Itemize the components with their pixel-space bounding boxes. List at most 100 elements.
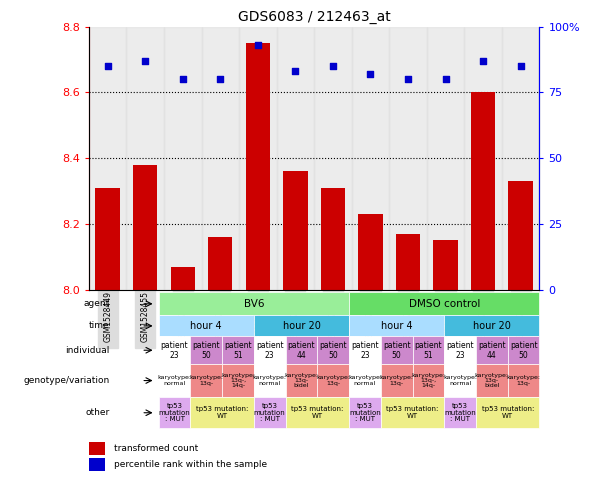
Text: patient
44: patient 44 xyxy=(287,341,315,359)
Text: tp53 mutation:
WT: tp53 mutation: WT xyxy=(196,407,248,419)
Bar xyxy=(89,27,126,290)
Bar xyxy=(276,27,314,290)
Bar xyxy=(349,397,381,428)
Bar xyxy=(349,364,381,397)
Text: karyotype:
normal: karyotype: normal xyxy=(253,375,287,386)
Bar xyxy=(502,27,539,290)
Bar xyxy=(381,397,444,428)
Text: karyotype:
13q-
bidel: karyotype: 13q- bidel xyxy=(475,373,509,388)
Bar xyxy=(254,364,286,397)
Bar xyxy=(164,27,202,290)
Bar xyxy=(254,336,286,364)
Bar xyxy=(318,336,349,364)
Text: hour 4: hour 4 xyxy=(381,321,413,331)
Text: tp53 mutation:
WT: tp53 mutation: WT xyxy=(482,407,534,419)
Text: tp53 mutation:
WT: tp53 mutation: WT xyxy=(291,407,343,419)
Bar xyxy=(381,336,413,364)
Bar xyxy=(389,27,427,290)
Text: karyotype:
normal: karyotype: normal xyxy=(348,375,382,386)
Text: karyotype:
13q-,
14q-: karyotype: 13q-, 14q- xyxy=(411,373,446,388)
Bar xyxy=(444,336,476,364)
Text: karyotype:
13q-
bidel: karyotype: 13q- bidel xyxy=(284,373,319,388)
Bar xyxy=(476,336,508,364)
Bar xyxy=(283,171,308,483)
Bar xyxy=(349,336,381,364)
Text: karyotype:
13q-: karyotype: 13q- xyxy=(189,375,223,386)
Text: karyotype:
normal: karyotype: normal xyxy=(158,375,191,386)
Point xyxy=(478,57,488,65)
Text: individual: individual xyxy=(65,346,110,355)
Bar xyxy=(476,397,539,428)
Bar xyxy=(254,397,286,428)
Text: tp53
mutation
: MUT: tp53 mutation : MUT xyxy=(349,403,381,422)
Text: karyotype:
13q-: karyotype: 13q- xyxy=(316,375,350,386)
Text: tp53
mutation
: MUT: tp53 mutation : MUT xyxy=(444,403,476,422)
Bar xyxy=(349,292,539,315)
Point xyxy=(403,75,413,83)
Text: hour 20: hour 20 xyxy=(473,321,511,331)
Bar xyxy=(191,336,222,364)
Bar xyxy=(444,397,476,428)
Text: karyotype:
13q-: karyotype: 13q- xyxy=(506,375,541,386)
Bar xyxy=(465,27,502,290)
Bar xyxy=(159,397,191,428)
Bar xyxy=(239,27,276,290)
Text: BV6: BV6 xyxy=(243,299,264,309)
Bar xyxy=(314,27,352,290)
Bar xyxy=(413,364,444,397)
Bar xyxy=(254,315,349,336)
Bar xyxy=(321,188,345,483)
Title: GDS6083 / 212463_at: GDS6083 / 212463_at xyxy=(238,10,390,24)
Bar xyxy=(159,292,349,315)
Point xyxy=(178,75,188,83)
Bar xyxy=(444,364,476,397)
Text: patient
50: patient 50 xyxy=(319,341,347,359)
Text: karyotype:
13q-,
14q-: karyotype: 13q-, 14q- xyxy=(221,373,255,388)
Text: DMSO control: DMSO control xyxy=(409,299,480,309)
Bar xyxy=(433,241,458,483)
Text: transformed count: transformed count xyxy=(113,444,198,453)
Bar xyxy=(89,458,105,471)
Text: patient
23: patient 23 xyxy=(351,341,379,359)
Bar xyxy=(191,397,254,428)
Bar xyxy=(427,27,465,290)
Bar xyxy=(133,165,158,483)
Bar xyxy=(126,27,164,290)
Bar xyxy=(413,336,444,364)
Bar xyxy=(381,364,413,397)
Bar xyxy=(159,364,191,397)
Bar xyxy=(396,234,421,483)
Bar xyxy=(170,267,195,483)
Text: tp53
mutation
: MUT: tp53 mutation : MUT xyxy=(159,403,191,422)
Text: tp53
mutation
: MUT: tp53 mutation : MUT xyxy=(254,403,286,422)
Text: genotype/variation: genotype/variation xyxy=(23,376,110,385)
Text: agent: agent xyxy=(83,299,110,308)
Text: patient
23: patient 23 xyxy=(161,341,188,359)
Bar xyxy=(286,397,349,428)
Bar xyxy=(444,315,539,336)
Point xyxy=(516,62,525,70)
Point xyxy=(140,57,150,65)
Text: time: time xyxy=(89,321,110,330)
Bar xyxy=(508,336,539,364)
Text: patient
44: patient 44 xyxy=(478,341,506,359)
Bar xyxy=(349,315,444,336)
Text: hour 4: hour 4 xyxy=(191,321,222,331)
Point xyxy=(328,62,338,70)
Point xyxy=(441,75,451,83)
Text: percentile rank within the sample: percentile rank within the sample xyxy=(113,460,267,469)
Bar xyxy=(222,336,254,364)
Text: patient
50: patient 50 xyxy=(192,341,220,359)
Text: patient
50: patient 50 xyxy=(383,341,411,359)
Text: patient
51: patient 51 xyxy=(224,341,252,359)
Point xyxy=(103,62,113,70)
Bar xyxy=(159,315,254,336)
Bar xyxy=(358,214,383,483)
Text: patient
23: patient 23 xyxy=(256,341,284,359)
Bar xyxy=(89,442,105,455)
Bar xyxy=(191,364,222,397)
Point xyxy=(291,68,300,75)
Bar xyxy=(202,27,239,290)
Text: patient
50: patient 50 xyxy=(510,341,538,359)
Point xyxy=(253,41,263,49)
